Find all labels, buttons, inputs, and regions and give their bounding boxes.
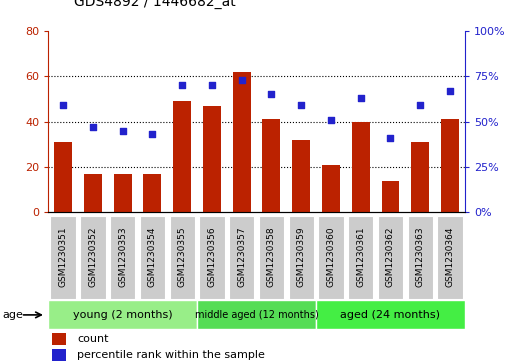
FancyBboxPatch shape bbox=[197, 301, 316, 329]
Bar bbox=[203, 106, 221, 212]
Text: GSM1230358: GSM1230358 bbox=[267, 227, 276, 287]
FancyBboxPatch shape bbox=[378, 216, 403, 299]
Bar bbox=[52, 349, 66, 362]
FancyBboxPatch shape bbox=[48, 301, 197, 329]
Text: aged (24 months): aged (24 months) bbox=[340, 310, 440, 320]
Text: GSM1230353: GSM1230353 bbox=[118, 227, 127, 287]
Text: GSM1230356: GSM1230356 bbox=[207, 227, 216, 287]
Point bbox=[327, 117, 335, 123]
Text: GDS4892 / 1446682_at: GDS4892 / 1446682_at bbox=[74, 0, 235, 9]
Point bbox=[357, 95, 365, 101]
Point bbox=[59, 102, 67, 108]
Point bbox=[208, 82, 216, 88]
FancyBboxPatch shape bbox=[170, 216, 195, 299]
Text: GSM1230363: GSM1230363 bbox=[416, 227, 425, 287]
Text: GSM1230351: GSM1230351 bbox=[58, 227, 68, 287]
FancyBboxPatch shape bbox=[319, 216, 343, 299]
FancyBboxPatch shape bbox=[348, 216, 373, 299]
FancyBboxPatch shape bbox=[199, 216, 225, 299]
Point bbox=[89, 124, 97, 130]
Bar bbox=[173, 101, 191, 212]
Text: GSM1230361: GSM1230361 bbox=[356, 227, 365, 287]
Text: GSM1230357: GSM1230357 bbox=[237, 227, 246, 287]
Text: percentile rank within the sample: percentile rank within the sample bbox=[77, 350, 265, 360]
Text: GSM1230355: GSM1230355 bbox=[178, 227, 186, 287]
Text: GSM1230364: GSM1230364 bbox=[446, 227, 455, 287]
Point bbox=[178, 82, 186, 88]
Point bbox=[387, 135, 395, 141]
Point bbox=[118, 128, 126, 134]
Text: count: count bbox=[77, 334, 109, 344]
FancyBboxPatch shape bbox=[407, 216, 433, 299]
Text: middle aged (12 months): middle aged (12 months) bbox=[195, 310, 319, 320]
Point bbox=[238, 77, 246, 83]
Bar bbox=[382, 180, 399, 212]
FancyBboxPatch shape bbox=[437, 216, 463, 299]
Point bbox=[416, 102, 424, 108]
Bar bbox=[322, 165, 340, 212]
Bar bbox=[114, 174, 132, 212]
FancyBboxPatch shape bbox=[229, 216, 255, 299]
Text: GSM1230352: GSM1230352 bbox=[88, 227, 98, 287]
FancyBboxPatch shape bbox=[80, 216, 106, 299]
Text: young (2 months): young (2 months) bbox=[73, 310, 172, 320]
Point bbox=[446, 88, 454, 94]
Text: GSM1230354: GSM1230354 bbox=[148, 227, 157, 287]
Bar bbox=[84, 174, 102, 212]
Text: GSM1230360: GSM1230360 bbox=[327, 227, 335, 287]
FancyBboxPatch shape bbox=[289, 216, 314, 299]
Text: GSM1230362: GSM1230362 bbox=[386, 227, 395, 287]
Bar bbox=[143, 174, 162, 212]
Point bbox=[267, 91, 275, 97]
Bar bbox=[54, 142, 72, 212]
FancyBboxPatch shape bbox=[140, 216, 165, 299]
FancyBboxPatch shape bbox=[259, 216, 284, 299]
Text: GSM1230359: GSM1230359 bbox=[297, 227, 306, 287]
FancyBboxPatch shape bbox=[110, 216, 135, 299]
FancyBboxPatch shape bbox=[316, 301, 465, 329]
Bar bbox=[292, 140, 310, 212]
Bar bbox=[233, 72, 250, 212]
Bar bbox=[263, 119, 280, 212]
Bar bbox=[352, 122, 370, 212]
Bar bbox=[411, 142, 429, 212]
FancyBboxPatch shape bbox=[50, 216, 76, 299]
Text: age: age bbox=[3, 310, 23, 320]
Point bbox=[148, 131, 156, 137]
Bar bbox=[52, 333, 66, 345]
Point bbox=[297, 102, 305, 108]
Bar bbox=[441, 119, 459, 212]
